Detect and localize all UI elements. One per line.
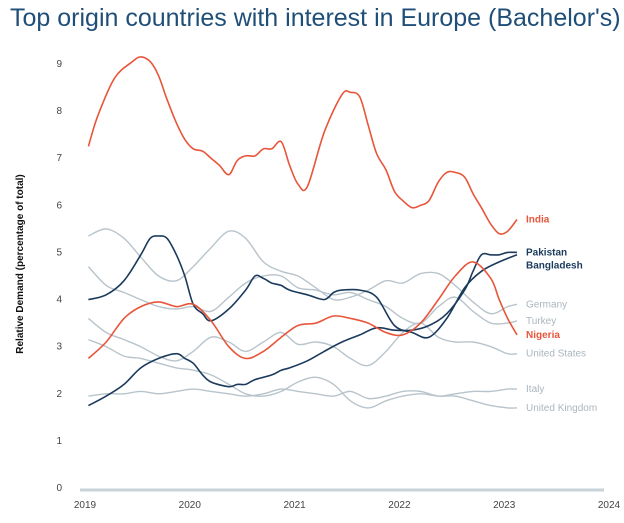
series-label-germany: Germany bbox=[526, 299, 567, 310]
series-label-united-states: United States bbox=[526, 349, 586, 360]
x-tick-label: 2019 bbox=[74, 500, 97, 511]
x-tick-label: 2021 bbox=[283, 500, 306, 511]
y-tick-label: 5 bbox=[56, 247, 62, 258]
x-tick-label: 2024 bbox=[598, 500, 621, 511]
y-tick-label: 0 bbox=[56, 483, 62, 494]
series-labels: India Pakistan Bangladesh Germany Turkey Nige… bbox=[526, 214, 597, 413]
series-line-bangladesh bbox=[88, 235, 518, 339]
x-tick-labels: 2019 2020 2021 2022 2023 2024 bbox=[74, 500, 621, 511]
series-line-italy bbox=[88, 388, 518, 400]
y-axis-label: Relative Demand (percentage of total) bbox=[15, 174, 26, 353]
series-label-united-kingdom: United Kingdom bbox=[526, 403, 597, 414]
y-tick-labels: 0 1 2 3 4 5 6 7 8 9 bbox=[56, 59, 62, 494]
series-line-india bbox=[87, 56, 518, 235]
y-tick-label: 4 bbox=[56, 295, 62, 306]
y-tick-label: 9 bbox=[56, 59, 62, 70]
y-tick-label: 3 bbox=[56, 342, 62, 353]
x-tick-label: 2022 bbox=[388, 500, 411, 511]
series-line-germany bbox=[88, 228, 518, 315]
y-tick-label: 2 bbox=[56, 389, 62, 400]
y-tick-label: 7 bbox=[56, 153, 62, 164]
x-tick-label: 2023 bbox=[493, 500, 516, 511]
series-line-turkey bbox=[87, 266, 518, 325]
series-line-united-kingdom bbox=[88, 338, 518, 409]
series-label-turkey: Turkey bbox=[526, 316, 556, 327]
y-tick-label: 1 bbox=[56, 436, 62, 447]
series-line-nigeria bbox=[87, 261, 518, 360]
series-label-pakistan: Pakistan bbox=[526, 247, 567, 258]
x-tick-label: 2020 bbox=[179, 500, 202, 511]
series-line-united-states bbox=[87, 317, 518, 367]
series-label-nigeria: Nigeria bbox=[526, 330, 560, 341]
series-label-india: India bbox=[526, 214, 550, 225]
series-label-italy: Italy bbox=[526, 384, 544, 395]
series-label-bangladesh: Bangladesh bbox=[526, 260, 583, 271]
chart-title: Top origin countries with interest in Eu… bbox=[10, 4, 621, 32]
y-tick-label: 6 bbox=[56, 200, 62, 211]
y-tick-label: 8 bbox=[56, 106, 62, 117]
series-lines bbox=[87, 56, 518, 409]
series-line-pakistan bbox=[88, 251, 518, 407]
